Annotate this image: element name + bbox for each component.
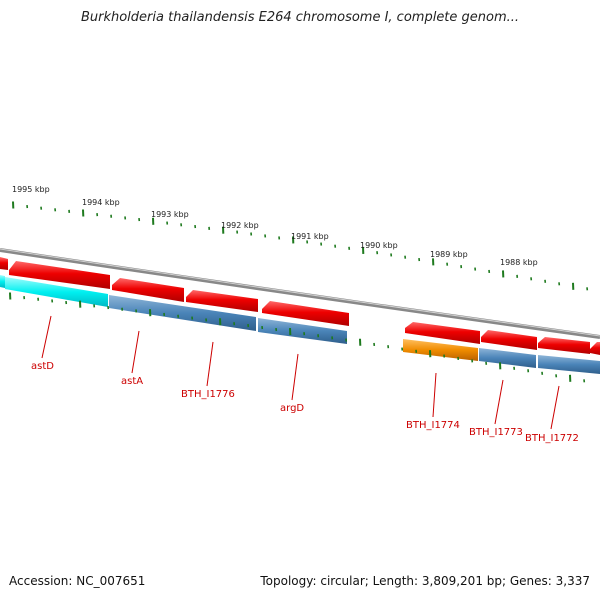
- cds-arrow: [112, 278, 184, 302]
- kbp-label: 1988 kbp: [500, 258, 538, 267]
- kbp-label: 1993 kbp: [151, 210, 189, 219]
- topology-summary: Topology: circular; Length: 3,809,201 bp…: [260, 574, 590, 588]
- backbone-highlight: [0, 248, 600, 337]
- gene-bar-BTH_I1773: [479, 348, 536, 368]
- kbp-label: 1992 kbp: [221, 221, 259, 230]
- kbp-label: 1990 kbp: [360, 241, 398, 250]
- gene-label-argD[interactable]: argD: [280, 403, 304, 414]
- label-leader: [206, 341, 214, 387]
- cds-arrow: [186, 290, 258, 312]
- gene-label-BTH_I1773[interactable]: BTH_I1773: [469, 427, 523, 438]
- kbp-label: 1989 kbp: [430, 250, 468, 259]
- accession-text: Accession: NC_007651: [9, 574, 146, 588]
- gene-label-astA[interactable]: astA: [121, 376, 143, 387]
- cds-arrow: [590, 342, 600, 355]
- label-leader: [291, 353, 299, 401]
- label-leader: [494, 379, 504, 425]
- cds-arrow: [9, 261, 110, 289]
- cds-arrow: [262, 301, 349, 326]
- lower-tick-track: [9, 292, 586, 383]
- cds-arrow: [405, 322, 480, 344]
- gene-label-BTH_I1776[interactable]: BTH_I1776: [181, 389, 235, 400]
- label-leader: [550, 385, 560, 430]
- gene-label-astD[interactable]: astD: [31, 361, 54, 372]
- map-title: Burkholderia thailandensis E264 chromoso…: [80, 10, 520, 25]
- cds-arrow: [538, 337, 590, 354]
- label-leader: [131, 330, 140, 374]
- kbp-label: 1995 kbp: [12, 185, 50, 194]
- cds-arrow: [481, 330, 537, 350]
- cds-arrow: [0, 257, 8, 270]
- gene-bar-BTH_I1774: [403, 339, 478, 361]
- label-leader: [432, 372, 437, 418]
- gene-bar-BTH_I1776: [258, 318, 347, 344]
- backbone-line: [0, 248, 600, 339]
- kbp-label: 1991 kbp: [291, 232, 329, 241]
- label-leader: [41, 315, 52, 359]
- gene-bar: [0, 275, 5, 288]
- upper-tick-track: [12, 201, 589, 291]
- gene-label-BTH_I1774[interactable]: BTH_I1774: [406, 420, 460, 431]
- gene-label-BTH_I1772[interactable]: BTH_I1772: [525, 433, 579, 444]
- gene-bar-astD: [5, 277, 108, 307]
- kbp-label: 1994 kbp: [82, 198, 120, 207]
- gene-bar-BTH_I1772: [538, 355, 600, 374]
